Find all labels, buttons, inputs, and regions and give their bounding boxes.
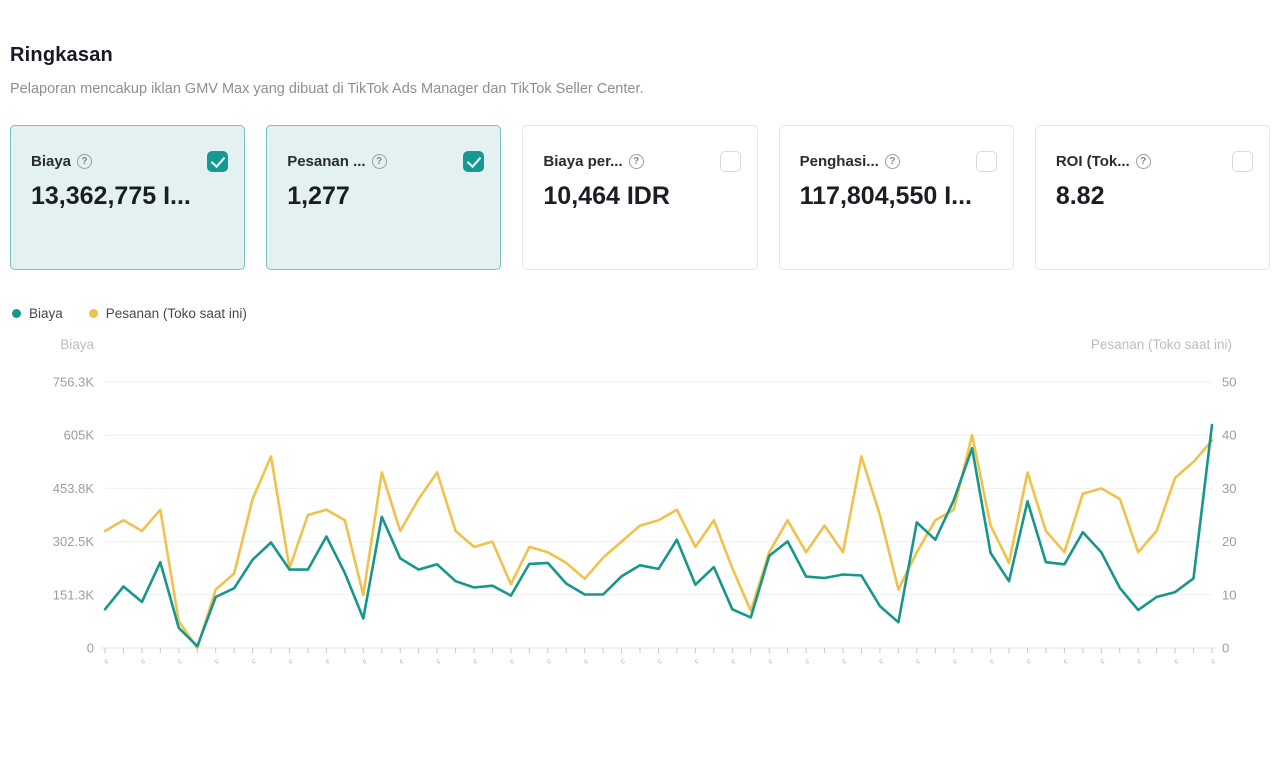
metric-value: 10,464 IDR — [543, 182, 670, 210]
metric-checkbox[interactable] — [719, 150, 741, 172]
metric-checkbox[interactable] — [975, 150, 997, 172]
metric-value: 117,804,550 I... — [799, 182, 972, 210]
x-axis-label-stub: c — [103, 658, 110, 666]
x-axis-label-stub: c — [804, 658, 811, 666]
x-axis-label-stub: c — [1210, 658, 1217, 666]
metric-label: Pesanan ... — [287, 152, 366, 170]
x-axis-label-stub: c — [177, 658, 184, 666]
line-biaya — [103, 423, 1214, 648]
metric-label: ROI (Tok... — [1055, 152, 1130, 170]
legend-dot-pesanan-icon — [88, 309, 98, 318]
metric-value: 8.82 — [1055, 182, 1105, 210]
x-axis-label-stub: c — [251, 658, 258, 666]
x-axis-label-stub: c — [767, 658, 774, 666]
right-axis-tick-label: 10 — [1222, 587, 1236, 602]
metric-value: 1,277 — [287, 182, 350, 210]
right-axis-tick-label: 0 — [1222, 641, 1229, 656]
legend-item-biaya[interactable]: Biaya — [12, 306, 63, 321]
x-axis-label-stub: c — [1099, 658, 1106, 666]
help-icon[interactable]: ? — [371, 153, 387, 169]
metric-checkbox[interactable] — [1232, 150, 1254, 172]
right-axis-tick-label: 30 — [1222, 481, 1236, 496]
x-axis-label-stub: c — [398, 658, 405, 666]
left-axis-tick-label: 151.3K — [53, 587, 95, 602]
legend-dot-biaya-icon — [12, 309, 21, 318]
x-axis-label-stub: c — [287, 658, 294, 666]
page-title: Ringkasan — [10, 44, 113, 66]
metric-checkbox[interactable] — [463, 150, 485, 172]
x-axis-label-stub: c — [509, 658, 516, 666]
chart-legend: Biaya Pesanan (Toko saat ini) — [12, 306, 247, 321]
right-axis-tick-label: 20 — [1222, 534, 1236, 549]
x-axis-label-stub: c — [214, 658, 221, 666]
left-axis-title: Biaya — [60, 337, 94, 352]
x-axis-label-stub: c — [620, 658, 627, 666]
x-axis-label-stub: c — [324, 658, 331, 666]
x-axis-label-stub: c — [546, 658, 553, 666]
page-subtitle: Pelaporan mencakup iklan GMV Max yang di… — [10, 81, 644, 97]
x-axis-label-stub: c — [435, 658, 442, 666]
left-axis-tick-label: 756.3K — [53, 375, 95, 390]
x-axis-label-stub: c — [656, 658, 663, 666]
metric-label: Penghasi... — [799, 152, 879, 170]
x-axis-label-stub: c — [989, 658, 996, 666]
x-axis-label-stub: c — [952, 658, 959, 666]
x-axis-label-stub: c — [1136, 658, 1143, 666]
help-icon[interactable]: ? — [1135, 153, 1151, 169]
metric-cards-row: Biaya ? 13,362,775 I... Pesanan ... ? 1,… — [10, 125, 1271, 270]
chart-canvas: Biaya Pesanan (Toko saat ini) 0 0 151.3K 10 30… — [53, 337, 1237, 666]
x-axis-label-stub: c — [878, 658, 885, 666]
left-axis-tick-label: 605K — [64, 428, 95, 443]
help-icon[interactable]: ? — [77, 153, 93, 169]
dual-axis-line-chart: Biaya Pesanan (Toko saat ini) 0 0 151.3K 10 30… — [0, 325, 1280, 725]
left-axis-tick-label: 302.5K — [53, 534, 95, 549]
x-axis-label-stub: c — [693, 658, 700, 666]
metric-card-penghasilan[interactable]: Penghasi... ? 117,804,550 I... — [778, 125, 1014, 270]
metric-card-biaya-per[interactable]: Biaya per... ? 10,464 IDR — [522, 125, 758, 270]
x-axis-label-stub: c — [140, 658, 147, 666]
left-axis-tick-label: 453.8K — [53, 481, 95, 496]
metric-checkbox[interactable] — [207, 150, 229, 172]
metric-card-biaya[interactable]: Biaya ? 13,362,775 I... — [10, 125, 246, 270]
right-axis-title: Pesanan (Toko saat ini) — [1091, 337, 1232, 352]
x-axis-label-stub: c — [472, 658, 479, 666]
legend-item-pesanan[interactable]: Pesanan (Toko saat ini) — [88, 306, 247, 321]
x-axis-label-stub: c — [361, 658, 368, 666]
help-icon[interactable]: ? — [884, 153, 900, 169]
metric-value: 13,362,775 I... — [31, 182, 191, 210]
right-axis-tick-label: 50 — [1222, 375, 1236, 390]
page-header: Ringkasan Pelaporan mencakup iklan GMV M… — [10, 44, 644, 97]
left-axis-tick-label: 0 — [87, 641, 94, 656]
x-axis-label-stub: c — [1025, 658, 1032, 666]
metric-card-roi[interactable]: ROI (Tok... ? 8.82 — [1034, 125, 1271, 270]
help-icon[interactable]: ? — [628, 153, 644, 169]
metric-card-pesanan[interactable]: Pesanan ... ? 1,277 — [266, 125, 502, 270]
right-axis-tick-label: 40 — [1222, 428, 1236, 443]
x-axis-label-stub: c — [1062, 658, 1069, 666]
x-axis-label-stub: c — [841, 658, 848, 666]
x-axis-label-stub: c — [730, 658, 737, 666]
x-axis-label-stub: c — [1173, 658, 1180, 666]
metric-label: Biaya per... — [543, 152, 623, 170]
x-axis-label-stub: c — [915, 658, 922, 666]
x-axis-label-stub: c — [583, 658, 590, 666]
metric-label: Biaya — [31, 152, 72, 170]
